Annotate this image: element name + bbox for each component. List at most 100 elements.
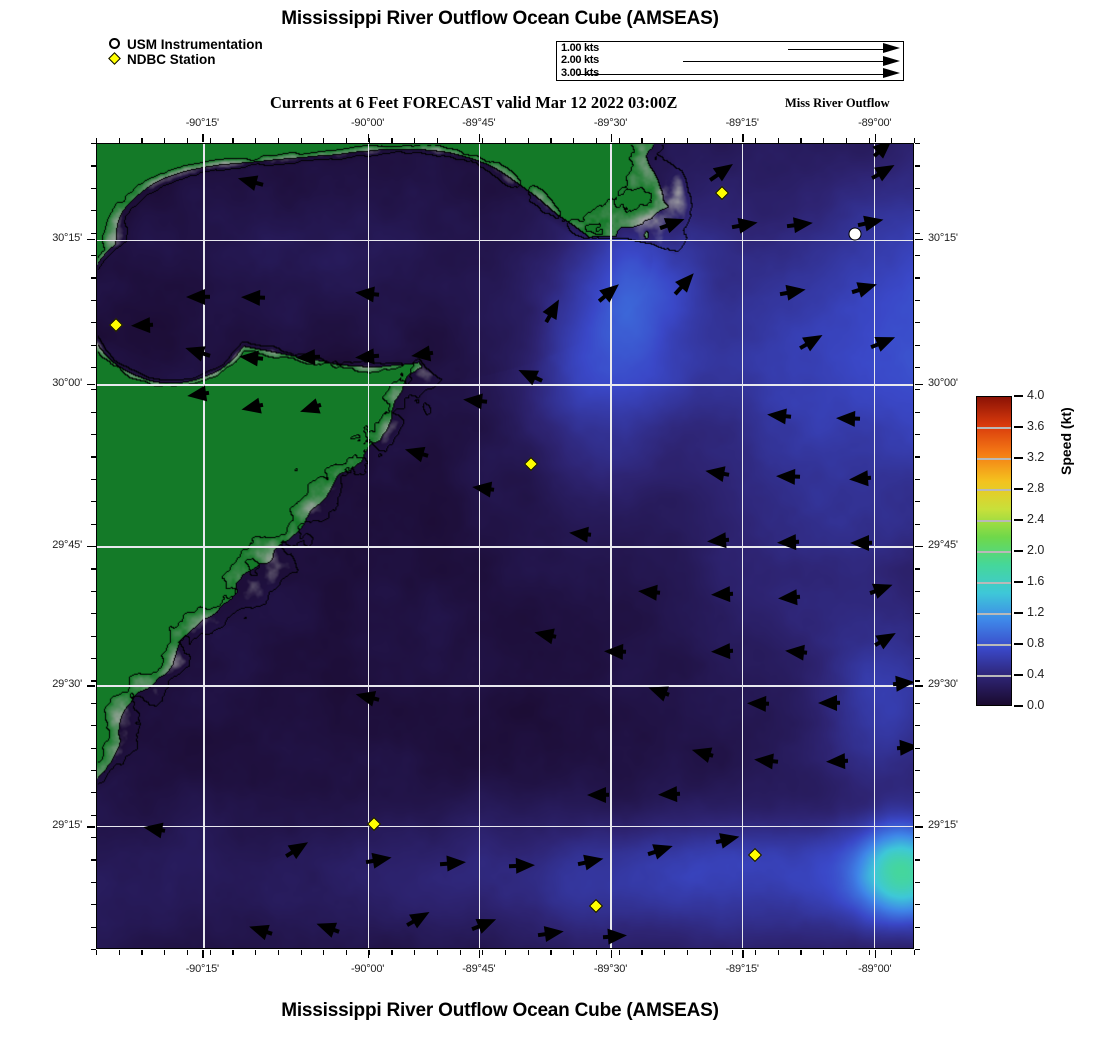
axis-tick-minor bbox=[800, 138, 802, 143]
gridline-latitude bbox=[97, 825, 913, 828]
gridline-latitude bbox=[97, 546, 913, 548]
axis-tick-major bbox=[367, 950, 369, 958]
axis-tick-minor bbox=[915, 949, 920, 951]
axis-tick-major bbox=[202, 134, 204, 142]
axis-tick-minor bbox=[164, 138, 166, 143]
latitude-tick-label: 29°15' bbox=[928, 819, 958, 832]
colorbar-band-separator bbox=[977, 675, 1011, 677]
marker-legend: USM Instrumentation NDBC Station bbox=[108, 37, 263, 67]
axis-tick-minor bbox=[91, 299, 96, 301]
axis-tick-minor bbox=[868, 138, 870, 143]
axis-tick-minor bbox=[91, 165, 96, 167]
axis-tick-minor bbox=[915, 456, 920, 458]
axis-tick-minor bbox=[709, 138, 711, 143]
axis-tick-major bbox=[87, 546, 95, 548]
axis-tick-minor bbox=[209, 950, 211, 955]
axis-tick-minor bbox=[915, 568, 920, 570]
colorbar-tick-label: 1.2 bbox=[1027, 605, 1045, 619]
current-vector-arrow bbox=[848, 469, 871, 488]
current-vector-arrow bbox=[892, 674, 913, 692]
map-panel[interactable] bbox=[96, 143, 914, 949]
legend-label-usm: USM Instrumentation bbox=[127, 37, 263, 52]
current-vector-arrow bbox=[603, 643, 626, 661]
vector-scale-shaft bbox=[683, 61, 883, 63]
axis-tick-minor bbox=[91, 837, 96, 839]
axis-tick-minor bbox=[459, 950, 461, 955]
longitude-tick-label: -89°00' bbox=[858, 963, 892, 975]
gridline-latitude bbox=[97, 384, 913, 386]
current-vector-arrow bbox=[786, 214, 814, 234]
axis-tick-minor bbox=[915, 322, 920, 324]
current-vector-arrow bbox=[746, 695, 769, 713]
axis-tick-minor bbox=[436, 138, 439, 143]
axis-tick-minor bbox=[527, 138, 529, 143]
axis-tick-minor bbox=[91, 792, 96, 794]
axis-tick-minor bbox=[915, 254, 920, 257]
axis-tick-minor bbox=[91, 680, 96, 682]
axis-tick-minor bbox=[232, 950, 234, 955]
axis-tick-minor bbox=[915, 613, 920, 615]
colorbar: 0.0 0.4 0.8 1.2 1.6 2.0 2.4 2.8 3.2 3.6 4.0 bbox=[976, 388, 1044, 712]
vector-scale-label: 3.00 kts bbox=[561, 66, 599, 79]
current-vector-arrow bbox=[869, 576, 896, 599]
longitude-tick-label: -90°00' bbox=[350, 117, 385, 129]
axis-tick-minor bbox=[91, 881, 96, 884]
current-vector-arrow bbox=[353, 685, 379, 707]
longitude-tick-label: -90°00' bbox=[350, 963, 385, 975]
current-vector-arrow bbox=[711, 586, 734, 603]
axis-tick-minor bbox=[915, 792, 920, 794]
axis-tick-minor bbox=[391, 950, 393, 955]
axis-tick-major bbox=[915, 826, 923, 828]
axis-tick-minor bbox=[777, 138, 779, 143]
current-vector-arrow bbox=[297, 398, 322, 420]
axis-tick-minor bbox=[641, 950, 643, 955]
axis-tick-minor bbox=[482, 950, 484, 955]
axis-tick-minor bbox=[91, 725, 96, 727]
current-vector-arrow bbox=[825, 753, 848, 771]
axis-tick-minor bbox=[91, 366, 96, 369]
longitude-tick-label: -89°15' bbox=[725, 963, 759, 975]
current-vector-arrow bbox=[753, 751, 779, 770]
vector-scale-legend: 1.00 kts 2.00 kts 3.00 kts bbox=[556, 41, 904, 81]
diamond-marker-icon bbox=[108, 51, 125, 67]
latitude-tick-label: 30°15' bbox=[52, 231, 82, 244]
page-title: Mississippi River Outflow Ocean Cube (AM… bbox=[281, 8, 719, 29]
axis-tick-minor bbox=[915, 299, 920, 301]
axis-tick-minor bbox=[91, 501, 96, 503]
current-vector-arrow bbox=[568, 524, 592, 543]
current-vector-arrow bbox=[871, 157, 899, 182]
axis-tick-minor bbox=[255, 950, 257, 955]
vector-scale-label: 2.00 kts bbox=[561, 54, 599, 67]
axis-tick-minor bbox=[915, 478, 920, 481]
axis-tick-minor bbox=[664, 950, 666, 955]
axis-tick-major bbox=[478, 950, 481, 958]
axis-tick-minor bbox=[732, 138, 734, 143]
legend-item-usm: USM Instrumentation bbox=[108, 37, 263, 52]
axis-tick-minor bbox=[595, 138, 598, 143]
colorbar-band-separator bbox=[977, 551, 1011, 553]
longitude-tick-label: -90°15' bbox=[185, 117, 219, 129]
axis-tick-minor bbox=[915, 859, 920, 861]
axis-tick-minor bbox=[232, 138, 234, 143]
current-vector-arrow bbox=[777, 588, 801, 607]
axis-tick-minor bbox=[368, 950, 370, 955]
axis-tick-minor bbox=[915, 277, 920, 279]
axis-tick-major bbox=[202, 950, 204, 958]
longitude-tick-label: -90°15' bbox=[185, 963, 219, 975]
colorbar-tick bbox=[1014, 395, 1023, 397]
current-vector-arrow bbox=[874, 625, 901, 650]
axis-tick-minor bbox=[664, 138, 666, 143]
axis-tick-minor bbox=[915, 814, 920, 816]
axis-tick-major bbox=[87, 685, 95, 687]
axis-tick-minor bbox=[300, 950, 302, 955]
axis-tick-minor bbox=[91, 232, 96, 234]
usm-instrumentation-site[interactable] bbox=[848, 227, 862, 241]
axis-tick-minor bbox=[164, 950, 166, 955]
colorbar-tick-label: 0.8 bbox=[1027, 636, 1045, 650]
colorbar-tick bbox=[1014, 612, 1023, 614]
colorbar-tick bbox=[1014, 488, 1023, 490]
colorbar-band-separator bbox=[977, 458, 1011, 460]
axis-tick-minor bbox=[91, 389, 96, 391]
current-vector-arrow bbox=[141, 819, 166, 839]
axis-tick-major bbox=[742, 950, 744, 958]
